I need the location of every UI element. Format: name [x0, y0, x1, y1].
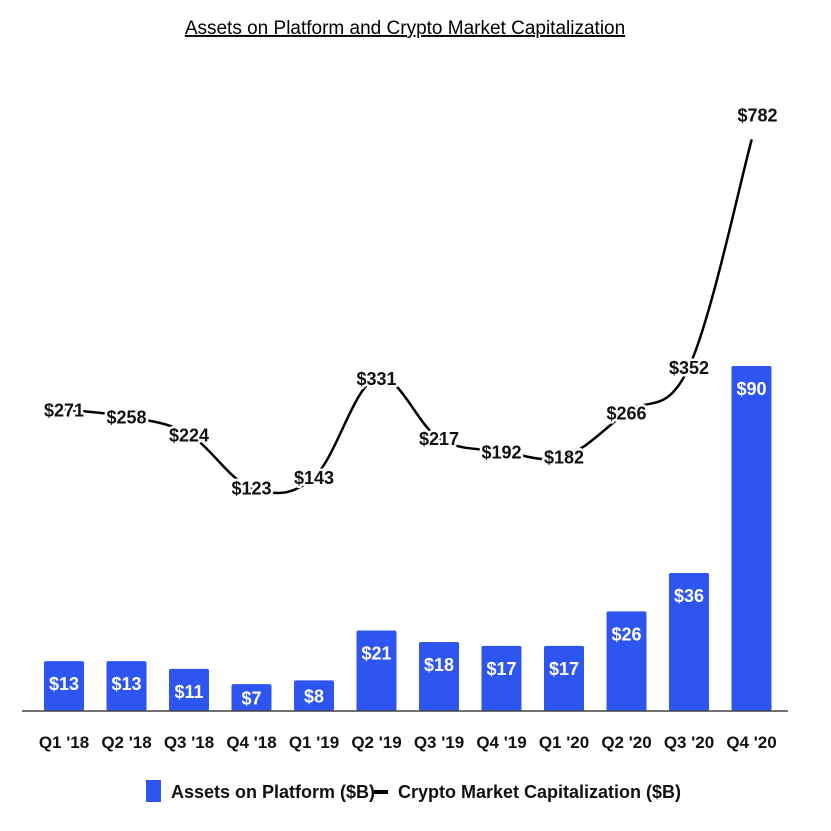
line-label-11: $782: [737, 105, 777, 125]
line-label-halo-3: $123: [231, 479, 271, 499]
x-tick-label-5: Q2 '19: [351, 733, 401, 752]
legend-label-assets: Assets on Platform ($B): [171, 782, 375, 802]
bar-label-7: $17: [486, 659, 516, 679]
line-label-7: $192: [481, 442, 521, 462]
bar-label-5: $21: [361, 644, 391, 664]
bar-label-11: $90: [736, 379, 766, 399]
line-label-9: $266: [606, 403, 646, 423]
line-label-5: $331: [356, 369, 396, 389]
bar-label-1: $13: [111, 674, 141, 694]
line-label-halo-1: $258: [106, 408, 146, 428]
line-label-halo-8: $182: [544, 448, 584, 468]
bar-label-4: $8: [304, 687, 324, 707]
line-label-4: $143: [294, 468, 334, 488]
bar-label-0: $13: [49, 674, 79, 694]
x-tick-label-10: Q3 '20: [664, 733, 714, 752]
line-label-halo-6: $217: [419, 429, 459, 449]
line-label-2: $224: [169, 425, 209, 445]
bar-assets-5: [356, 630, 397, 711]
line-label-halo-5: $331: [356, 369, 396, 389]
legend-swatch-market-cap: [374, 790, 388, 794]
bar-label-3: $7: [241, 689, 261, 709]
line-label-halo-9: $266: [606, 403, 646, 423]
line-label-0: $271: [44, 401, 84, 421]
bar-series: $13 $13 $11 $7 $8 $21 $18 $17 $17 $26 $36 $90: [44, 366, 772, 711]
line-series: $271$271 $258$258$224$224$123$123$143$143…: [41, 103, 780, 501]
legend-swatch-assets: [146, 780, 161, 802]
bar-assets-0: [44, 661, 84, 711]
bar-label-2: $11: [174, 682, 203, 702]
line-label-halo-7: $192: [481, 442, 521, 462]
bar-assets-4: [294, 680, 334, 711]
line-label-halo-10: $352: [669, 358, 709, 378]
line-label-halo-4: $143: [294, 468, 334, 488]
line-label-3: $123: [231, 479, 271, 499]
bar-assets-11: [731, 366, 772, 711]
line-label-10: $352: [669, 358, 709, 378]
legend-label-market-cap: Crypto Market Capitalization ($B): [398, 782, 681, 802]
bar-assets-8: [544, 645, 584, 711]
line-label-1: $258: [106, 408, 146, 428]
bar-label-9: $26: [611, 624, 641, 644]
bar-label-8: $17: [549, 659, 579, 679]
bar-assets-6: [419, 642, 459, 711]
x-tick-label-6: Q3 '19: [414, 733, 464, 752]
x-tick-label-2: Q3 '18: [164, 733, 214, 752]
bar-assets-10: [669, 573, 709, 711]
legend: Assets on Platform ($B) Crypto Market Ca…: [146, 780, 681, 802]
bar-label-6: $18: [424, 655, 454, 675]
bar-label-10: $36: [674, 586, 704, 606]
line-label-6: $217: [419, 429, 459, 449]
bar-assets-7: [481, 645, 522, 711]
x-tick-label-9: Q2 '20: [601, 733, 651, 752]
bar-assets-2: [169, 668, 209, 711]
x-tick-labels: Q1 '18 Q2 '18 Q3 '18 Q4 '18 Q1 '19 Q2 '19 Q3 '…: [39, 733, 777, 752]
line-label-halo-2: $224: [169, 425, 209, 445]
bar-assets-1: [106, 661, 147, 711]
x-tick-label-7: Q4 '19: [476, 733, 526, 752]
line-label-8: $182: [544, 448, 584, 468]
line-label-halo-11: $782: [737, 105, 777, 125]
x-tick-label-8: Q1 '20: [539, 733, 589, 752]
x-tick-label-3: Q4 '18: [226, 733, 276, 752]
bar-assets-3: [231, 684, 272, 711]
line-market-cap: [62, 139, 753, 495]
chart-title: Assets on Platform and Crypto Market Cap…: [185, 18, 625, 39]
line-label-halo-0: $271: [44, 401, 84, 421]
bar-assets-9: [606, 611, 647, 711]
x-tick-label-0: Q1 '18: [39, 733, 89, 752]
x-tick-label-4: Q1 '19: [289, 733, 339, 752]
x-tick-label-1: Q2 '18: [101, 733, 151, 752]
x-tick-label-11: Q4 '20: [726, 733, 776, 752]
